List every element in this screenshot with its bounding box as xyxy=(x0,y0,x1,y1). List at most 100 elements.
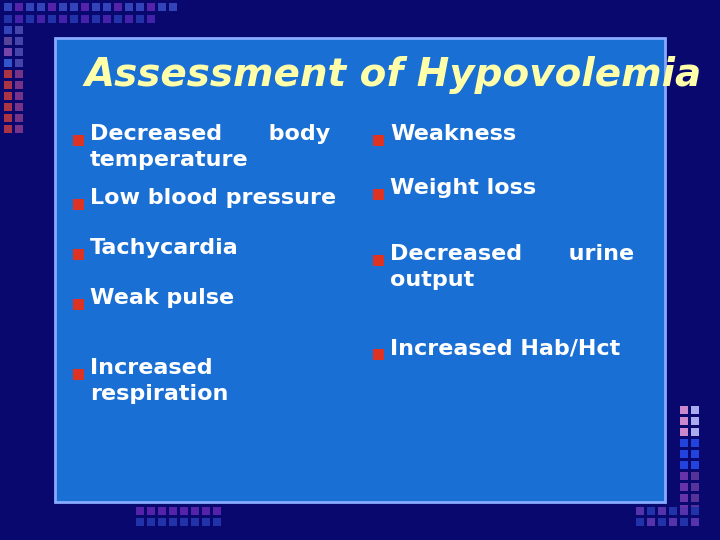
FancyBboxPatch shape xyxy=(4,59,12,67)
Text: respiration: respiration xyxy=(90,384,228,404)
FancyBboxPatch shape xyxy=(680,518,688,526)
FancyBboxPatch shape xyxy=(15,59,23,67)
FancyBboxPatch shape xyxy=(647,507,655,515)
Text: Weak pulse: Weak pulse xyxy=(90,288,234,308)
FancyBboxPatch shape xyxy=(373,255,384,266)
FancyBboxPatch shape xyxy=(691,428,699,436)
FancyBboxPatch shape xyxy=(647,518,655,526)
Text: Increased: Increased xyxy=(90,358,212,378)
FancyBboxPatch shape xyxy=(373,349,384,360)
FancyBboxPatch shape xyxy=(70,15,78,23)
FancyBboxPatch shape xyxy=(15,48,23,56)
FancyBboxPatch shape xyxy=(158,518,166,526)
Text: Decreased      body: Decreased body xyxy=(90,124,330,144)
Text: output: output xyxy=(390,270,474,290)
FancyBboxPatch shape xyxy=(658,507,666,515)
FancyBboxPatch shape xyxy=(213,507,221,515)
FancyBboxPatch shape xyxy=(691,417,699,425)
FancyBboxPatch shape xyxy=(680,507,688,515)
FancyBboxPatch shape xyxy=(15,92,23,100)
FancyBboxPatch shape xyxy=(73,369,84,380)
FancyBboxPatch shape xyxy=(191,507,199,515)
FancyBboxPatch shape xyxy=(169,518,177,526)
FancyBboxPatch shape xyxy=(15,3,23,11)
FancyBboxPatch shape xyxy=(158,507,166,515)
FancyBboxPatch shape xyxy=(373,189,384,200)
Text: Assessment of Hypovolemia: Assessment of Hypovolemia xyxy=(85,56,702,94)
FancyBboxPatch shape xyxy=(669,518,677,526)
FancyBboxPatch shape xyxy=(169,507,177,515)
FancyBboxPatch shape xyxy=(691,483,699,491)
FancyBboxPatch shape xyxy=(81,3,89,11)
FancyBboxPatch shape xyxy=(658,518,666,526)
Text: Weakness: Weakness xyxy=(390,124,516,144)
FancyBboxPatch shape xyxy=(125,15,133,23)
FancyBboxPatch shape xyxy=(15,37,23,45)
FancyBboxPatch shape xyxy=(59,3,67,11)
FancyBboxPatch shape xyxy=(147,15,155,23)
FancyBboxPatch shape xyxy=(70,3,78,11)
FancyBboxPatch shape xyxy=(680,472,688,480)
FancyBboxPatch shape xyxy=(180,518,188,526)
FancyBboxPatch shape xyxy=(73,249,84,260)
FancyBboxPatch shape xyxy=(114,15,122,23)
FancyBboxPatch shape xyxy=(4,103,12,111)
FancyBboxPatch shape xyxy=(59,15,67,23)
FancyBboxPatch shape xyxy=(147,518,155,526)
FancyBboxPatch shape xyxy=(691,472,699,480)
FancyBboxPatch shape xyxy=(37,3,45,11)
FancyBboxPatch shape xyxy=(147,507,155,515)
FancyBboxPatch shape xyxy=(680,494,688,502)
FancyBboxPatch shape xyxy=(4,114,12,122)
Text: temperature: temperature xyxy=(90,150,248,170)
FancyBboxPatch shape xyxy=(4,81,12,89)
FancyBboxPatch shape xyxy=(92,15,100,23)
FancyBboxPatch shape xyxy=(73,199,84,210)
FancyBboxPatch shape xyxy=(15,26,23,34)
FancyBboxPatch shape xyxy=(691,505,699,513)
FancyBboxPatch shape xyxy=(669,507,677,515)
FancyBboxPatch shape xyxy=(680,406,688,414)
FancyBboxPatch shape xyxy=(55,38,665,502)
FancyBboxPatch shape xyxy=(691,439,699,447)
FancyBboxPatch shape xyxy=(15,114,23,122)
FancyBboxPatch shape xyxy=(691,461,699,469)
FancyBboxPatch shape xyxy=(114,3,122,11)
FancyBboxPatch shape xyxy=(691,518,699,526)
FancyBboxPatch shape xyxy=(636,518,644,526)
FancyBboxPatch shape xyxy=(4,37,12,45)
FancyBboxPatch shape xyxy=(4,92,12,100)
FancyBboxPatch shape xyxy=(680,461,688,469)
FancyBboxPatch shape xyxy=(202,518,210,526)
FancyBboxPatch shape xyxy=(92,3,100,11)
FancyBboxPatch shape xyxy=(136,3,144,11)
FancyBboxPatch shape xyxy=(147,3,155,11)
FancyBboxPatch shape xyxy=(202,507,210,515)
FancyBboxPatch shape xyxy=(73,135,84,146)
FancyBboxPatch shape xyxy=(180,507,188,515)
FancyBboxPatch shape xyxy=(26,3,34,11)
FancyBboxPatch shape xyxy=(213,518,221,526)
FancyBboxPatch shape xyxy=(37,15,45,23)
FancyBboxPatch shape xyxy=(103,15,111,23)
FancyBboxPatch shape xyxy=(191,518,199,526)
Text: Decreased      urine: Decreased urine xyxy=(390,244,634,264)
FancyBboxPatch shape xyxy=(81,15,89,23)
FancyBboxPatch shape xyxy=(680,483,688,491)
FancyBboxPatch shape xyxy=(4,26,12,34)
FancyBboxPatch shape xyxy=(48,3,56,11)
FancyBboxPatch shape xyxy=(680,439,688,447)
FancyBboxPatch shape xyxy=(73,299,84,310)
FancyBboxPatch shape xyxy=(4,15,12,23)
Text: Low blood pressure: Low blood pressure xyxy=(90,188,336,208)
Text: Weight loss: Weight loss xyxy=(390,178,536,198)
FancyBboxPatch shape xyxy=(691,494,699,502)
FancyBboxPatch shape xyxy=(4,3,12,11)
FancyBboxPatch shape xyxy=(15,103,23,111)
FancyBboxPatch shape xyxy=(680,428,688,436)
FancyBboxPatch shape xyxy=(136,507,144,515)
FancyBboxPatch shape xyxy=(48,15,56,23)
FancyBboxPatch shape xyxy=(691,450,699,458)
FancyBboxPatch shape xyxy=(136,518,144,526)
FancyBboxPatch shape xyxy=(15,125,23,133)
